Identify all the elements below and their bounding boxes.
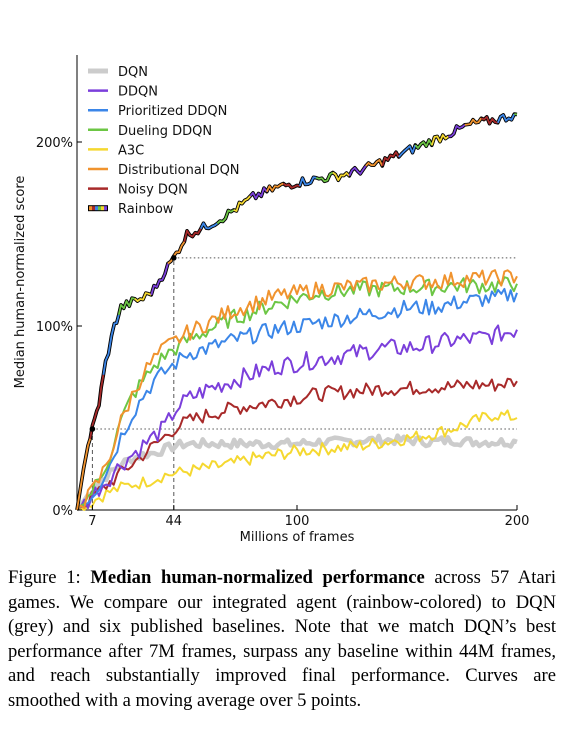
series-lines	[75, 112, 518, 512]
series-line-distributional-dqn	[76, 269, 518, 511]
legend-label-a3c: A3C	[118, 143, 144, 158]
rainbow-segment	[315, 171, 334, 183]
y-tick-label: 100%	[36, 320, 73, 335]
y-tick-label: 0%	[52, 504, 73, 519]
rainbow-segment	[233, 195, 251, 212]
series-line-noisy-dqn	[76, 377, 518, 511]
x-axis-title: Millions of frames	[240, 530, 355, 545]
legend-label-distributional-dqn: Distributional DQN	[118, 163, 240, 178]
rainbow-segment	[464, 117, 483, 126]
rainbow-segment	[134, 292, 152, 302]
rainbow-segment	[480, 116, 499, 125]
series-line-dqn	[75, 433, 518, 512]
caption-body: across 57 Atari games. We compare our in…	[8, 567, 556, 711]
rainbow-segment	[265, 182, 284, 193]
series-line-dueling-ddqn	[76, 276, 518, 511]
series-line-a3c	[76, 409, 518, 511]
rainbow-segment	[199, 222, 218, 230]
figure-caption: Figure 1: Median human-normalized perfor…	[8, 566, 556, 714]
rainbow-segment	[381, 151, 400, 167]
rainbow-segment	[332, 171, 350, 182]
figure-1: 0% 100% 200% 7 44 100 200 DQN DDQN Prioritized D…	[13, 55, 530, 545]
rainbow-segment	[298, 176, 317, 187]
legend-label-rainbow: Rainbow	[118, 202, 174, 217]
y-tick-label: 200%	[36, 136, 73, 151]
median-score-line-chart: 0% 100% 200% 7 44 100 200 DQN DDQN Prioritized D…	[13, 55, 530, 545]
legend-swatch-rainbow-part	[104, 206, 107, 211]
rainbow-segment	[89, 374, 105, 439]
x-tick-label: 7	[88, 514, 96, 529]
legend-label-dqn: DQN	[118, 65, 148, 80]
rainbow-segment	[430, 134, 449, 146]
milestone-marker	[171, 255, 177, 261]
legend-swatch-rainbow-part	[95, 206, 98, 211]
rainbow-segment	[348, 165, 367, 177]
caption-bold-title: Median human-normalized performance	[90, 567, 425, 588]
legend-label-ddqn: DDQN	[118, 85, 158, 100]
legend: DQN DDQN Prioritized DDQN Dueling DDQN A3C Di…	[88, 65, 240, 217]
legend-swatch-rainbow-part	[101, 206, 104, 211]
rainbow-segment	[167, 241, 186, 265]
reference-guides	[91, 257, 517, 510]
annotation-markers	[89, 255, 177, 432]
rainbow-segment	[414, 139, 433, 149]
rainbow-segment	[117, 297, 135, 315]
legend-swatch-rainbow-part	[89, 206, 92, 211]
caption-prefix: Figure 1:	[8, 567, 91, 588]
rainbow-segment	[150, 263, 169, 296]
legend-label-prioritized-ddqn: Prioritized DDQN	[118, 104, 227, 119]
tick-labels: 0% 100% 200% 7 44 100 200	[36, 136, 530, 529]
milestone-marker	[89, 426, 96, 432]
rainbow-segment	[282, 182, 301, 189]
x-tick-label: 44	[166, 514, 183, 529]
rainbow-segment	[76, 438, 92, 511]
x-tick-label: 100	[285, 514, 310, 529]
legend-swatch-rainbow-part	[98, 206, 101, 211]
rainbow-segment	[398, 144, 417, 158]
rainbow-segment	[365, 159, 384, 167]
legend-label-noisy-dqn: Noisy DQN	[118, 183, 188, 198]
legend-label-dueling-ddqn: Dueling DDQN	[118, 124, 212, 139]
y-axis-title: Median human-normalized score	[13, 176, 28, 389]
rainbow-segment	[216, 209, 235, 225]
rainbow-segment	[102, 314, 120, 375]
rainbow-segment	[249, 187, 268, 200]
x-tick-label: 200	[505, 514, 530, 529]
rainbow-segment	[448, 124, 466, 138]
legend-swatch-rainbow-part	[92, 206, 95, 211]
rainbow-segment	[183, 228, 202, 242]
rainbow-segment	[496, 113, 516, 124]
series-line-ddqn	[76, 324, 518, 511]
series-line-prioritized-ddqn	[76, 287, 518, 511]
